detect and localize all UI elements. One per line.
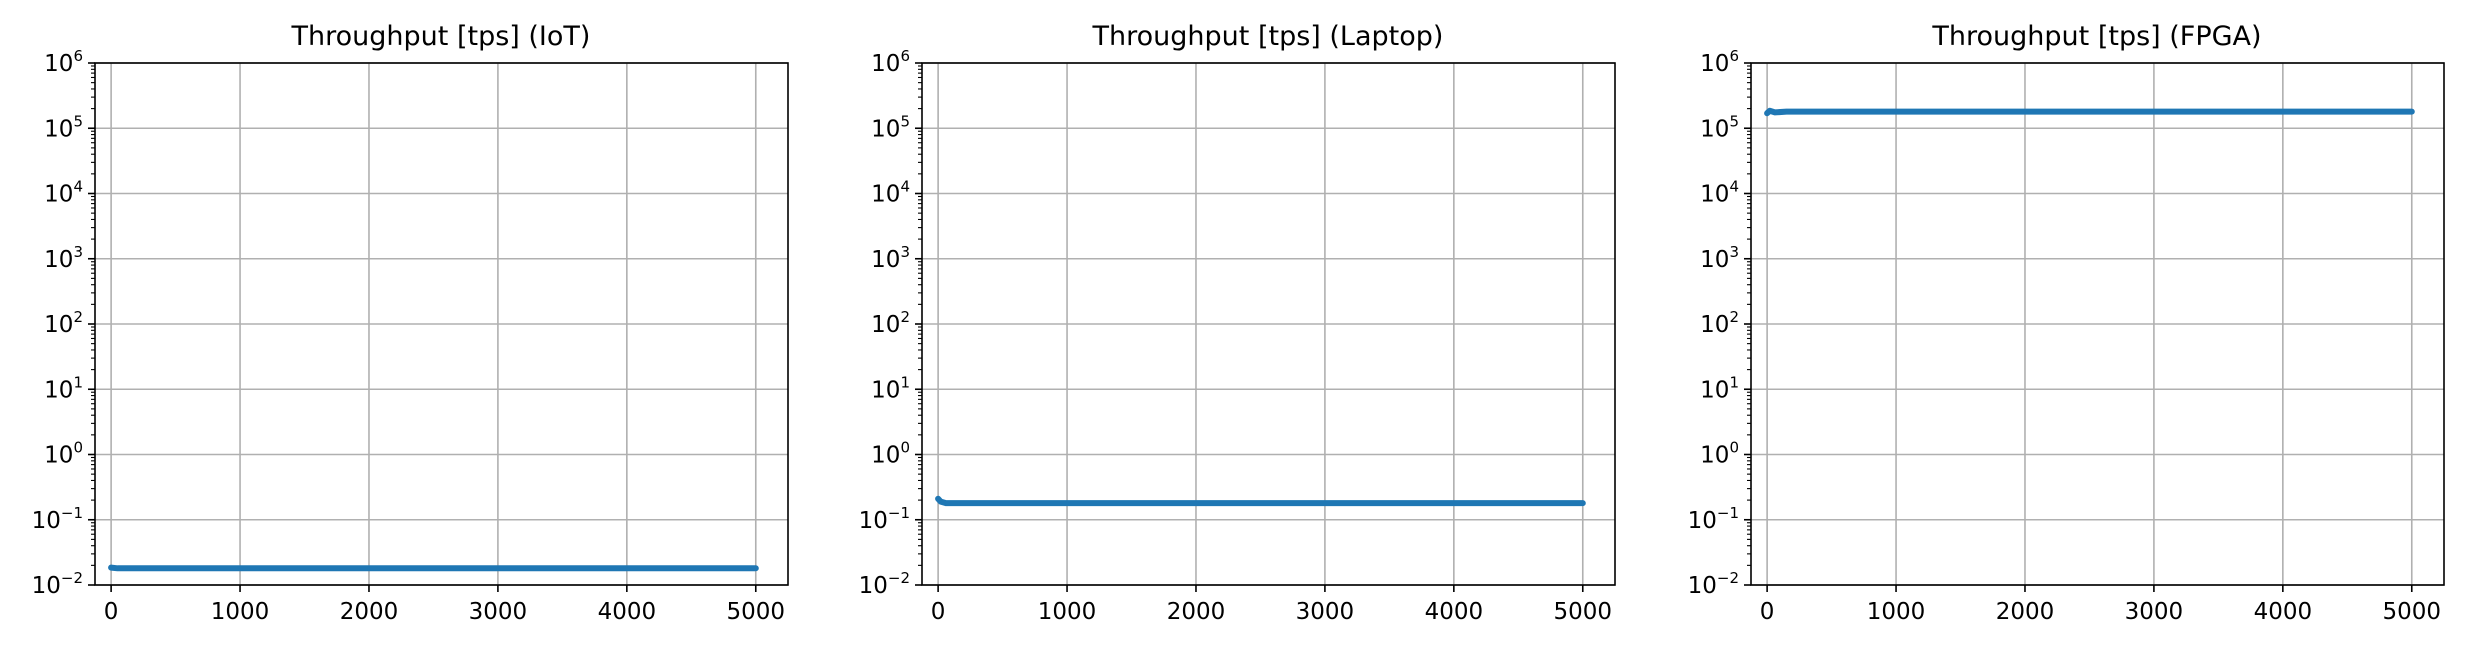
x-tick-label: 1000: [211, 599, 270, 625]
x-tick-label: 0: [104, 599, 119, 625]
x-tick-label: 4000: [598, 599, 657, 625]
y-tick-label: 103: [871, 243, 910, 273]
x-tick-label: 4000: [2254, 599, 2313, 625]
x-tick-label: 4000: [1425, 599, 1484, 625]
y-tick-label: 10−2: [1688, 569, 1739, 599]
y-tick-label: 105: [871, 112, 910, 142]
y-tick-label: 101: [44, 373, 83, 403]
y-tick-label: 10−1: [859, 504, 910, 534]
x-tick-label: 2000: [1996, 599, 2055, 625]
x-tick-label: 2000: [340, 599, 399, 625]
y-tick-label: 106: [871, 47, 910, 77]
x-tick-label: 5000: [726, 599, 785, 625]
x-tick-label: 0: [931, 599, 946, 625]
chart-title: Throughput [tps] (Laptop): [1092, 21, 1444, 52]
x-tick-label: 1000: [1867, 599, 1926, 625]
x-tick-label: 1000: [1038, 599, 1097, 625]
y-tick-label: 104: [871, 178, 910, 208]
y-tick-label: 10−1: [32, 504, 83, 534]
y-tick-label: 106: [1700, 47, 1739, 77]
y-tick-label: 103: [1700, 243, 1739, 273]
series-line: [108, 564, 759, 572]
y-tick-label: 10−2: [32, 569, 83, 599]
y-tick-label: 100: [871, 439, 910, 469]
y-tick-label: 104: [44, 178, 83, 208]
y-tick-label: 10−1: [1688, 504, 1739, 534]
series-line: [1764, 107, 2415, 117]
x-tick-label: 3000: [2125, 599, 2184, 625]
y-tick-label: 102: [1700, 308, 1739, 338]
y-tick-label: 102: [871, 308, 910, 338]
chart-title: Throughput [tps] (IoT): [291, 21, 591, 52]
x-tick-label: 0: [1760, 599, 1775, 625]
series-line: [935, 495, 1586, 507]
x-tick-label: 5000: [2382, 599, 2441, 625]
x-tick-label: 2000: [1167, 599, 1226, 625]
y-tick-label: 104: [1700, 178, 1739, 208]
x-tick-label: 3000: [469, 599, 528, 625]
y-tick-label: 105: [1700, 112, 1739, 142]
y-tick-label: 101: [871, 373, 910, 403]
y-tick-label: 101: [1700, 373, 1739, 403]
chart-panel-fpga: Throughput [tps] (FPGA) 0 1000 2000 3000 400…: [1688, 21, 2445, 625]
y-tick-label: 106: [44, 47, 83, 77]
x-tick-label: 3000: [1296, 599, 1355, 625]
chart-title: Throughput [tps] (FPGA): [1931, 21, 2261, 52]
y-tick-label: 102: [44, 308, 83, 338]
y-tick-label: 103: [44, 243, 83, 273]
y-tick-label: 10−2: [859, 569, 910, 599]
chart-panel-laptop: Throughput [tps] (Laptop) 0 1000 2000 3000 4…: [859, 21, 1616, 625]
chart-panel-iot: Throughput [tps] (IoT) 0 1000 2000 3000 4000…: [32, 21, 789, 625]
y-tick-label: 100: [44, 439, 83, 469]
x-tick-label: 5000: [1553, 599, 1612, 625]
y-tick-label: 105: [44, 112, 83, 142]
y-tick-label: 100: [1700, 439, 1739, 469]
